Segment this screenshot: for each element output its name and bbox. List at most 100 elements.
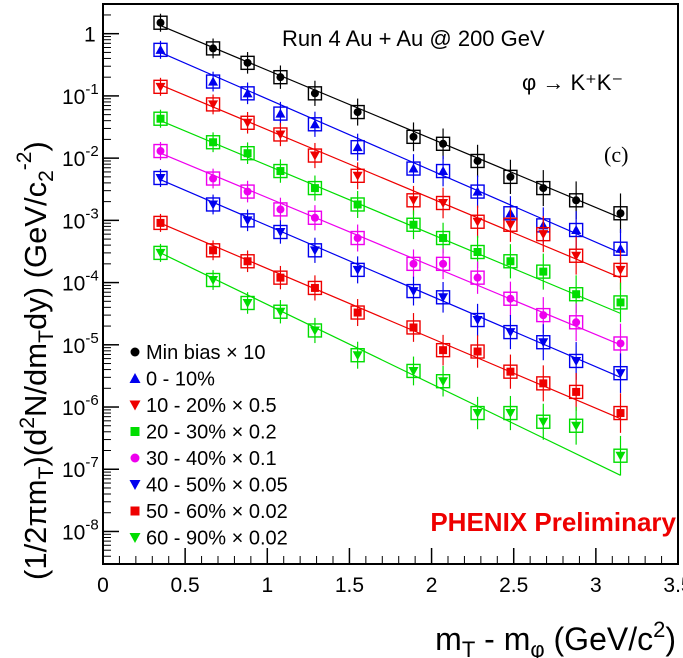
systematic-box [205, 243, 221, 258]
data-point [438, 199, 449, 209]
systematic-box [153, 42, 168, 58]
data-point [438, 293, 449, 303]
data-point [571, 421, 582, 431]
systematic-box [470, 244, 485, 260]
y-tick-label: 10-2 [62, 143, 99, 171]
systematic-box [350, 305, 365, 320]
x-tick-label: 3.5 [663, 574, 683, 597]
x-tick-label: 0.5 [171, 574, 200, 597]
systematic-box [435, 195, 451, 211]
y-tick-label: 10-4 [62, 268, 99, 296]
systematic-box [273, 202, 288, 217]
systematic-box [536, 414, 551, 429]
systematic-box [613, 448, 628, 463]
y-tick-exp: -3 [85, 205, 98, 222]
systematic-box [350, 104, 365, 120]
decay-channel-label: φ → K⁺K⁻ [522, 70, 623, 95]
systematic-box [240, 55, 255, 71]
systematic-box [406, 193, 421, 208]
systematic-box [503, 324, 518, 340]
systematic-box [205, 197, 221, 212]
data-point [243, 149, 252, 158]
data-point [615, 265, 626, 275]
data-point [615, 243, 626, 253]
y-tick-exp: -5 [85, 330, 98, 347]
systematic-box [536, 180, 551, 196]
data-point [472, 217, 483, 227]
systematic-box [435, 163, 451, 179]
legend-entry-label: Min bias × 10 [146, 342, 266, 364]
systematic-box [350, 168, 365, 184]
systematic-box [307, 280, 323, 296]
y-axis-title: (1/2πmT)(d2N/dmTdy) (GeV/c2-2) [13, 141, 58, 580]
plot-area [102, 3, 679, 565]
systematic-box [435, 290, 451, 305]
data-point [242, 118, 253, 128]
systematic-box [613, 262, 628, 278]
data-point [352, 265, 363, 275]
systematic-box [307, 210, 323, 225]
data-point [472, 409, 483, 419]
systematic-box [273, 106, 288, 121]
data-point [352, 171, 363, 181]
data-point [352, 142, 363, 152]
y-tick-label: 10-1 [62, 81, 99, 109]
data-point [539, 379, 548, 388]
systematic-box [153, 215, 168, 231]
legend-entry-label: 40 - 50% × 0.05 [146, 475, 288, 497]
y-tick-exp: -8 [85, 516, 98, 533]
y-title-e: ) [18, 141, 53, 151]
y-title-c: N/dm [18, 343, 53, 417]
systematic-box [273, 163, 288, 179]
data-markers [153, 13, 628, 476]
systematic-box [568, 353, 584, 369]
systematic-box [205, 74, 221, 89]
legend-entry-label: 20 - 30% × 0.2 [146, 422, 277, 444]
legend-marker [129, 373, 141, 383]
data-point [571, 251, 582, 261]
x-axis-title: mT - mφ (GeV/c2) [435, 617, 676, 658]
data-point [276, 73, 285, 82]
data-point [571, 356, 582, 366]
x-title-sub-phi: φ [530, 637, 544, 658]
data-point [156, 147, 165, 156]
data-point [208, 276, 219, 286]
data-point [409, 323, 418, 332]
x-title-dash: - m [475, 621, 530, 657]
systematic-box [350, 197, 365, 212]
systematic-box [307, 180, 323, 196]
data-point [439, 234, 448, 243]
data-point [352, 351, 363, 361]
systematic-box [568, 315, 584, 330]
systematic-box [470, 344, 485, 359]
systematic-box [350, 139, 365, 155]
systematic-box [240, 213, 255, 228]
data-point [276, 205, 285, 214]
panel-label: (c) [604, 142, 628, 167]
data-point [310, 89, 319, 98]
legend-marker [130, 427, 140, 436]
y-tick-label: 10-7 [62, 454, 99, 482]
data-point [353, 234, 362, 243]
systematic-box [153, 143, 168, 159]
y-tick-exp: -7 [85, 454, 98, 471]
systematic-box [435, 374, 451, 389]
systematic-box [307, 323, 323, 338]
data-point [208, 76, 219, 86]
data-point [538, 417, 549, 427]
systematic-box [240, 254, 255, 269]
data-point [353, 200, 362, 209]
y-tick-base: 10 [62, 210, 85, 233]
y-tick-base: 10 [62, 335, 85, 358]
x-tick-label: 3 [590, 574, 602, 597]
data-point [155, 82, 166, 92]
systematic-box [153, 15, 168, 30]
systematic-box [470, 214, 485, 229]
y-axis: 110-110-210-310-410-510-610-710-8 [62, 3, 119, 565]
systematic-box [503, 405, 518, 421]
x-title-unit: (GeV/c [545, 621, 653, 657]
systematic-box [536, 307, 551, 323]
legend-marker [129, 400, 141, 411]
y-title-b: )(d [18, 429, 53, 467]
